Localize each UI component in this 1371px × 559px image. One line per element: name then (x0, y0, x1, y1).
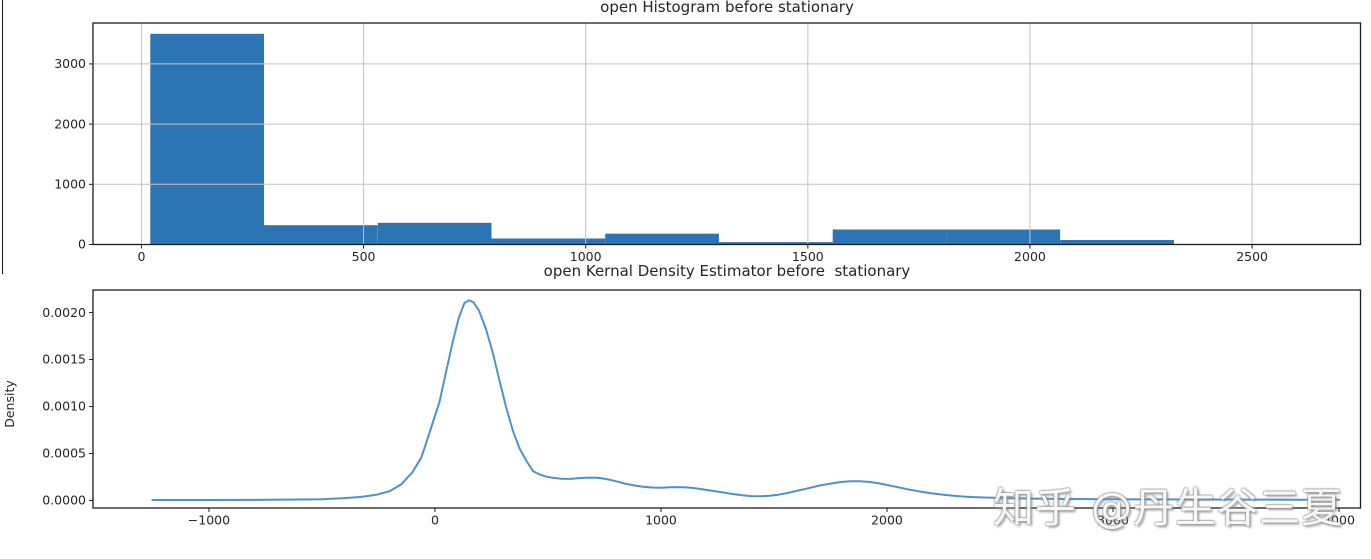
x-tick-label: 1000 (570, 249, 602, 264)
histogram-bar (605, 233, 719, 245)
x-tick-label: 2500 (1236, 249, 1268, 264)
y-tick-label: 0.0015 (42, 352, 86, 367)
histogram-title: open Histogram before stationary (600, 0, 854, 16)
histogram-bar (946, 229, 1061, 245)
histogram-bar (719, 242, 833, 245)
figure-left-border (2, 0, 3, 274)
histogram-bar (264, 225, 378, 245)
x-tick-label: 0 (137, 249, 145, 264)
histogram-bar (491, 238, 606, 245)
plot-frame (92, 289, 1362, 509)
x-tick-label: 4000 (1323, 513, 1355, 528)
y-tick-label: 0.0020 (42, 305, 86, 320)
x-tick-label: 3000 (1097, 513, 1129, 528)
x-tick-label: 1500 (792, 249, 824, 264)
y-tick-label: 3000 (54, 56, 86, 71)
y-tick-label: 0.0005 (42, 446, 86, 461)
histogram-bar (150, 33, 264, 245)
y-tick-label: 0.0010 (42, 399, 86, 414)
y-tick-label: 0 (78, 237, 86, 252)
y-tick-label: 2000 (54, 116, 86, 131)
histogram-bar (832, 229, 947, 245)
x-tick-label: 500 (352, 249, 376, 264)
y-tick-label: 0.0000 (42, 493, 86, 508)
x-tick-label: 2000 (871, 513, 903, 528)
x-tick-label: 0 (431, 513, 439, 528)
kde-title: open Kernal Density Estimator before sta… (543, 262, 911, 280)
x-tick-label: −1000 (188, 513, 230, 528)
zhihu-watermark: 知乎 @丹生谷三夏 (993, 484, 1344, 532)
histogram-bar (377, 222, 492, 245)
kde-curve (151, 299, 1340, 501)
histogram-bar (1060, 240, 1174, 245)
x-tick-label: 1000 (645, 513, 677, 528)
x-tick-label: 2000 (1014, 249, 1046, 264)
y-tick-label: 1000 (54, 177, 86, 192)
histogram-chart: 0 500 1000 1500 2000 2500 0 1000 2000 3000 (54, 22, 1362, 264)
kde-chart: −1000 0 1000 2000 3000 4000 0.0000 0.0005 0.0010… (42, 289, 1362, 528)
plot-frame (92, 22, 1362, 246)
